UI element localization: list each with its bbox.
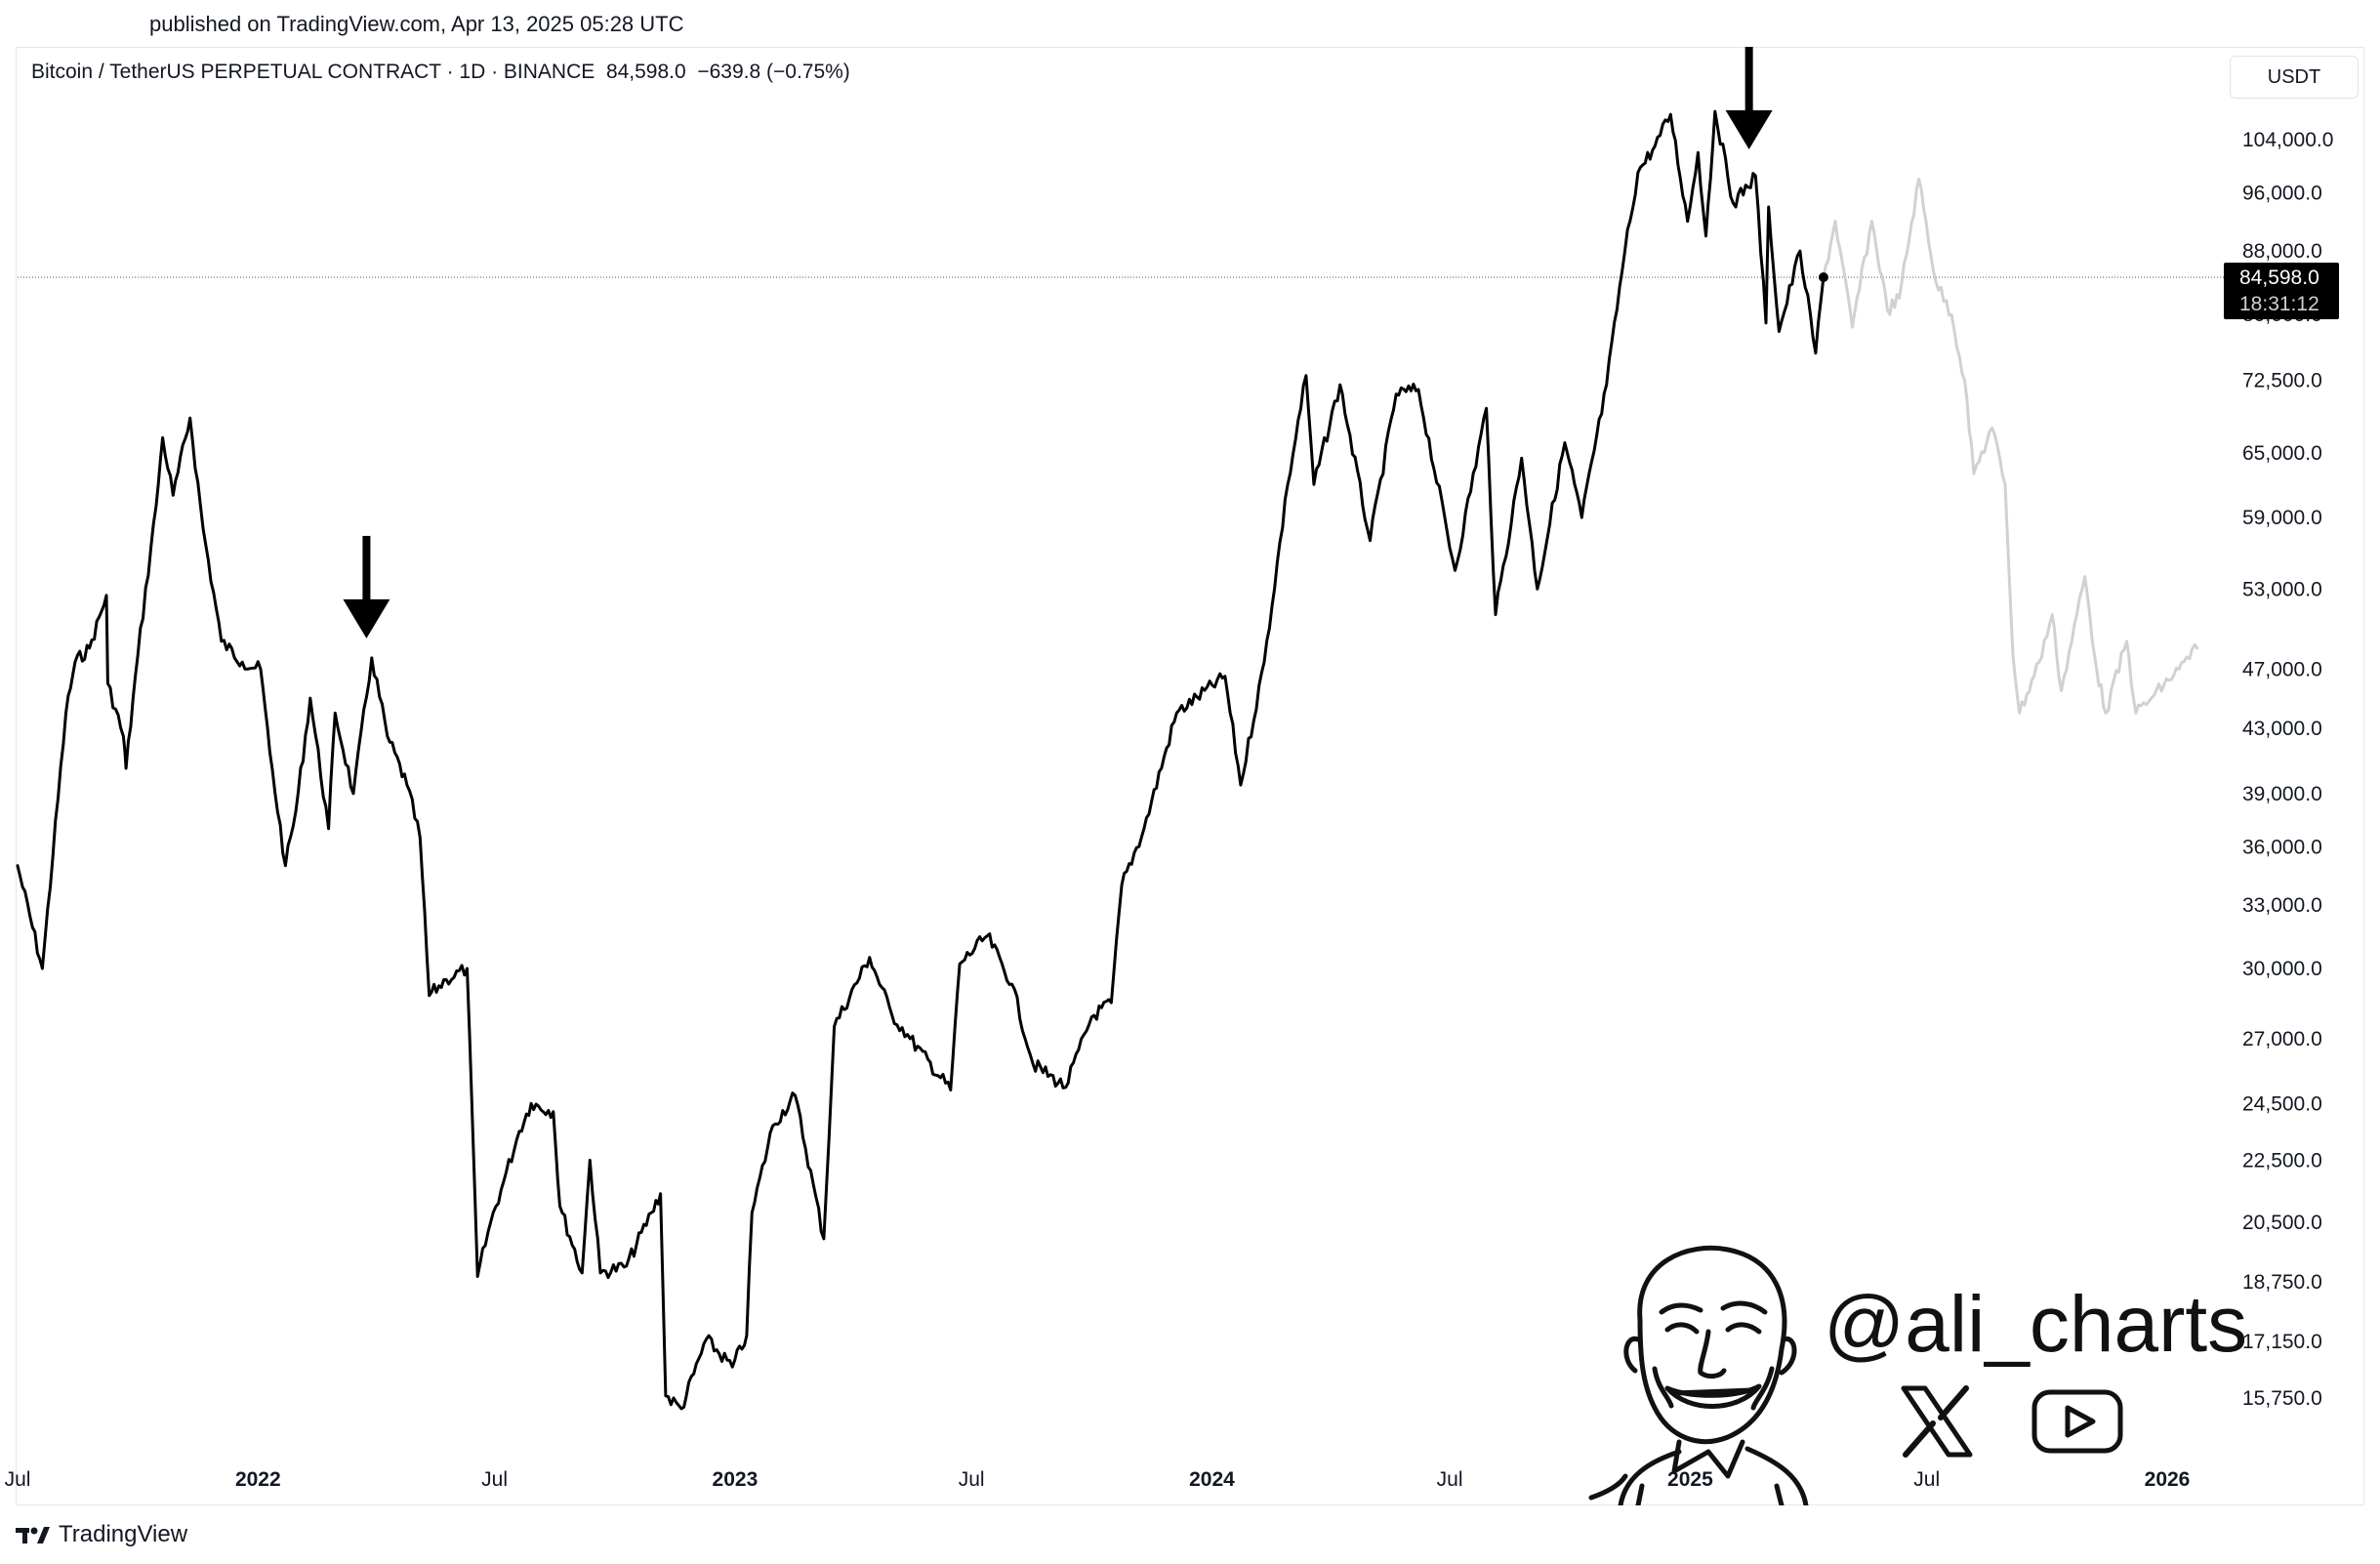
down-arrow-1-shaft: [362, 535, 371, 609]
y-tick-label: 30,000.0: [2242, 958, 2322, 980]
symbol-header: Bitcoin / TetherUS PERPETUAL CONTRACT · …: [31, 61, 850, 84]
x-tick-label: Jul: [1913, 1468, 1940, 1491]
x-tick-label: 2025: [1667, 1468, 1713, 1491]
projection-series-line: [1822, 178, 2199, 715]
tradingview-brand[interactable]: TradingView: [16, 1521, 187, 1548]
youtube-play-icon[interactable]: [2031, 1388, 2124, 1455]
last-price: 84,598.0: [605, 61, 686, 83]
author-handle: @ali_charts: [1824, 1280, 2248, 1369]
last-price-tag-value: 84,598.0: [2239, 267, 2319, 289]
down-arrow-2-head: [1725, 109, 1773, 149]
price-change: −639.8 (−0.75%): [697, 61, 850, 83]
currency-selector[interactable]: USDT: [2230, 56, 2359, 99]
y-tick-label: 72,500.0: [2242, 369, 2322, 391]
y-tick-label: 104,000.0: [2242, 129, 2333, 151]
y-tick-label: 39,000.0: [2242, 783, 2322, 805]
published-caption: published on TradingView.com, Apr 13, 20…: [149, 12, 684, 36]
down-arrow-2-shaft: [1744, 46, 1753, 120]
price-series-line: [16, 109, 1826, 1411]
y-tick-label: 15,750.0: [2242, 1387, 2322, 1410]
y-tick-label: 22,500.0: [2242, 1149, 2322, 1172]
down-arrow-1-head: [343, 598, 390, 638]
x-tick-label: 2022: [235, 1468, 281, 1491]
y-tick-label: 47,000.0: [2242, 658, 2322, 680]
x-tick-label: 2024: [1189, 1468, 1235, 1491]
y-tick-label: 36,000.0: [2242, 836, 2322, 858]
x-tick-label: Jul: [5, 1468, 31, 1491]
y-tick-label: 43,000.0: [2242, 718, 2322, 740]
y-tick-label: 96,000.0: [2242, 183, 2322, 205]
symbol-title: Bitcoin / TetherUS PERPETUAL CONTRACT · …: [31, 61, 595, 83]
y-tick-label: 20,500.0: [2242, 1212, 2322, 1234]
y-tick-label: 27,000.0: [2242, 1028, 2322, 1050]
x-tick-label: 2026: [2145, 1468, 2191, 1491]
x-tick-label: Jul: [1437, 1468, 1463, 1491]
y-tick-label: 53,000.0: [2242, 578, 2322, 600]
y-tick-label: 17,150.0: [2242, 1331, 2322, 1353]
y-tick-label: 24,500.0: [2242, 1092, 2322, 1115]
caricature-avatar-icon: [1588, 1245, 1809, 1505]
y-tick-label: 65,000.0: [2242, 442, 2322, 465]
x-logo-icon[interactable]: [1898, 1384, 1976, 1459]
y-tick-label: 33,000.0: [2242, 894, 2322, 917]
x-tick-label: 2023: [713, 1468, 759, 1491]
chart-frame: [16, 47, 2364, 1505]
y-tick-label: 59,000.0: [2242, 507, 2322, 529]
x-tick-label: Jul: [481, 1468, 508, 1491]
countdown-timer: 18:31:12: [2239, 293, 2319, 315]
y-tick-label: 88,000.0: [2242, 240, 2322, 263]
tradingview-logo-icon: [16, 1527, 50, 1543]
last-price-dot: [1818, 272, 1828, 283]
tradingview-name: TradingView: [59, 1521, 188, 1547]
last-price-tag: [2224, 263, 2339, 320]
y-tick-label: 18,750.0: [2242, 1271, 2322, 1294]
x-tick-label: Jul: [959, 1468, 985, 1491]
